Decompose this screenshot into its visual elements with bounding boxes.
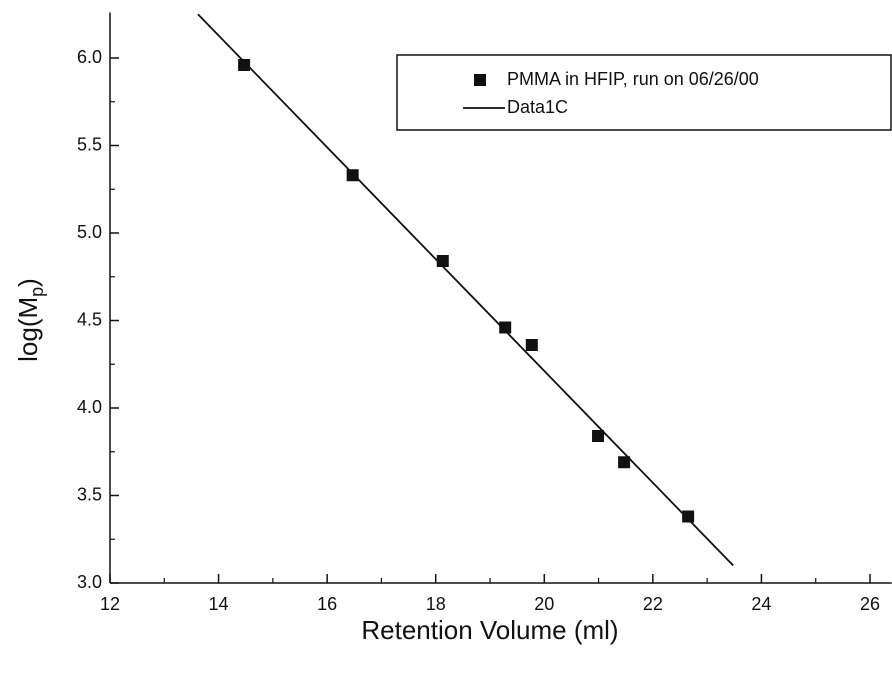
x-tick-label: 14 [209, 594, 229, 614]
y-tick-label: 3.0 [77, 572, 102, 592]
y-tick-label: 3.5 [77, 484, 102, 504]
x-tick-label: 12 [100, 594, 120, 614]
data-point [618, 456, 631, 469]
y-tick-label: 4.0 [77, 397, 102, 417]
data-point [346, 169, 359, 182]
y-title-subscript: p [27, 287, 47, 297]
data-point [525, 339, 538, 351]
y-tick-label: 4.5 [77, 309, 102, 329]
y-title-part: ) [13, 278, 43, 287]
data-point [238, 59, 251, 71]
x-tick-label: 24 [751, 594, 771, 614]
data-point [682, 510, 695, 523]
legend-marker [474, 74, 486, 86]
x-tick-label: 18 [426, 594, 446, 614]
x-tick-label: 20 [534, 594, 554, 614]
data-point [499, 321, 512, 334]
legend-label: Data1C [507, 97, 568, 117]
fit-line [197, 13, 734, 567]
y-tick-label: 6.0 [77, 47, 102, 67]
x-tick-label: 16 [317, 594, 337, 614]
x-axis-title: Retention Volume (ml) [361, 615, 618, 645]
data-point [592, 430, 605, 442]
y-tick-label: 5.0 [77, 222, 102, 242]
x-tick-label: 26 [860, 594, 880, 614]
x-tick-label: 22 [643, 594, 663, 614]
y-tick-label: 5.5 [77, 134, 102, 154]
y-title-part: log(M [13, 297, 43, 362]
legend-label: PMMA in HFIP, run on 06/26/00 [507, 69, 759, 89]
legend-box [396, 54, 892, 131]
y-axis-title: log(Mp) [13, 278, 47, 362]
